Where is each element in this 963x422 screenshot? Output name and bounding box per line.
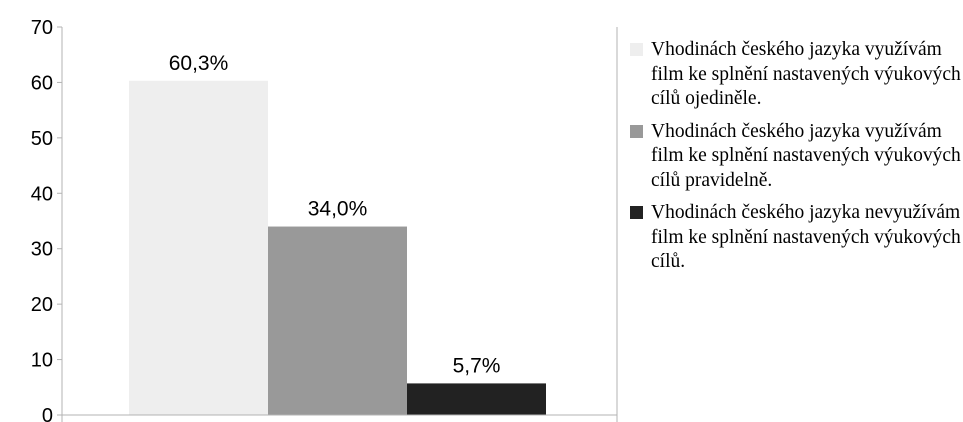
y-tick-label: 20 (31, 294, 53, 316)
y-tick-label: 30 (31, 239, 53, 261)
y-tick-label: 50 (31, 128, 53, 150)
bar-1 (129, 80, 268, 415)
legend: Vhodinách českého jazyka využívám film k… (630, 38, 963, 283)
y-tick-label: 70 (31, 17, 53, 39)
y-tick-label: 0 (42, 405, 53, 422)
data-label-2: 34,0% (308, 198, 368, 221)
data-labels: 60,3% 34,0% 5,7% (169, 52, 501, 378)
bar-chart: 0 10 20 30 40 50 60 70 60,3% 34,0% 5,7% (31, 17, 618, 422)
legend-label: Vhodinách českého jazyka využívám film k… (651, 120, 961, 191)
data-label-3: 5,7% (453, 354, 501, 377)
y-tick-label: 40 (31, 183, 53, 205)
legend-item-1: Vhodinách českého jazyka využívám film k… (630, 38, 963, 112)
y-axis: 0 10 20 30 40 50 60 70 (31, 17, 62, 422)
bars-group (129, 80, 546, 415)
legend-item-3: Vhodinách českého jazyka nevyužívám film… (630, 201, 963, 275)
legend-swatch (630, 124, 643, 138)
y-tick-label: 10 (31, 350, 53, 372)
legend-label: Vhodinách českého jazyka využívám film k… (651, 39, 961, 109)
data-label-1: 60,3% (169, 52, 229, 75)
y-tick-label: 60 (31, 72, 53, 94)
bar-3 (407, 383, 546, 415)
legend-item-2: Vhodinách českého jazyka využívám film k… (630, 120, 963, 194)
bar-2 (268, 226, 407, 415)
legend-label: Vhodinách českého jazyka nevyužívám film… (651, 202, 961, 272)
legend-swatch (630, 206, 643, 219)
legend-swatch (630, 43, 643, 56)
